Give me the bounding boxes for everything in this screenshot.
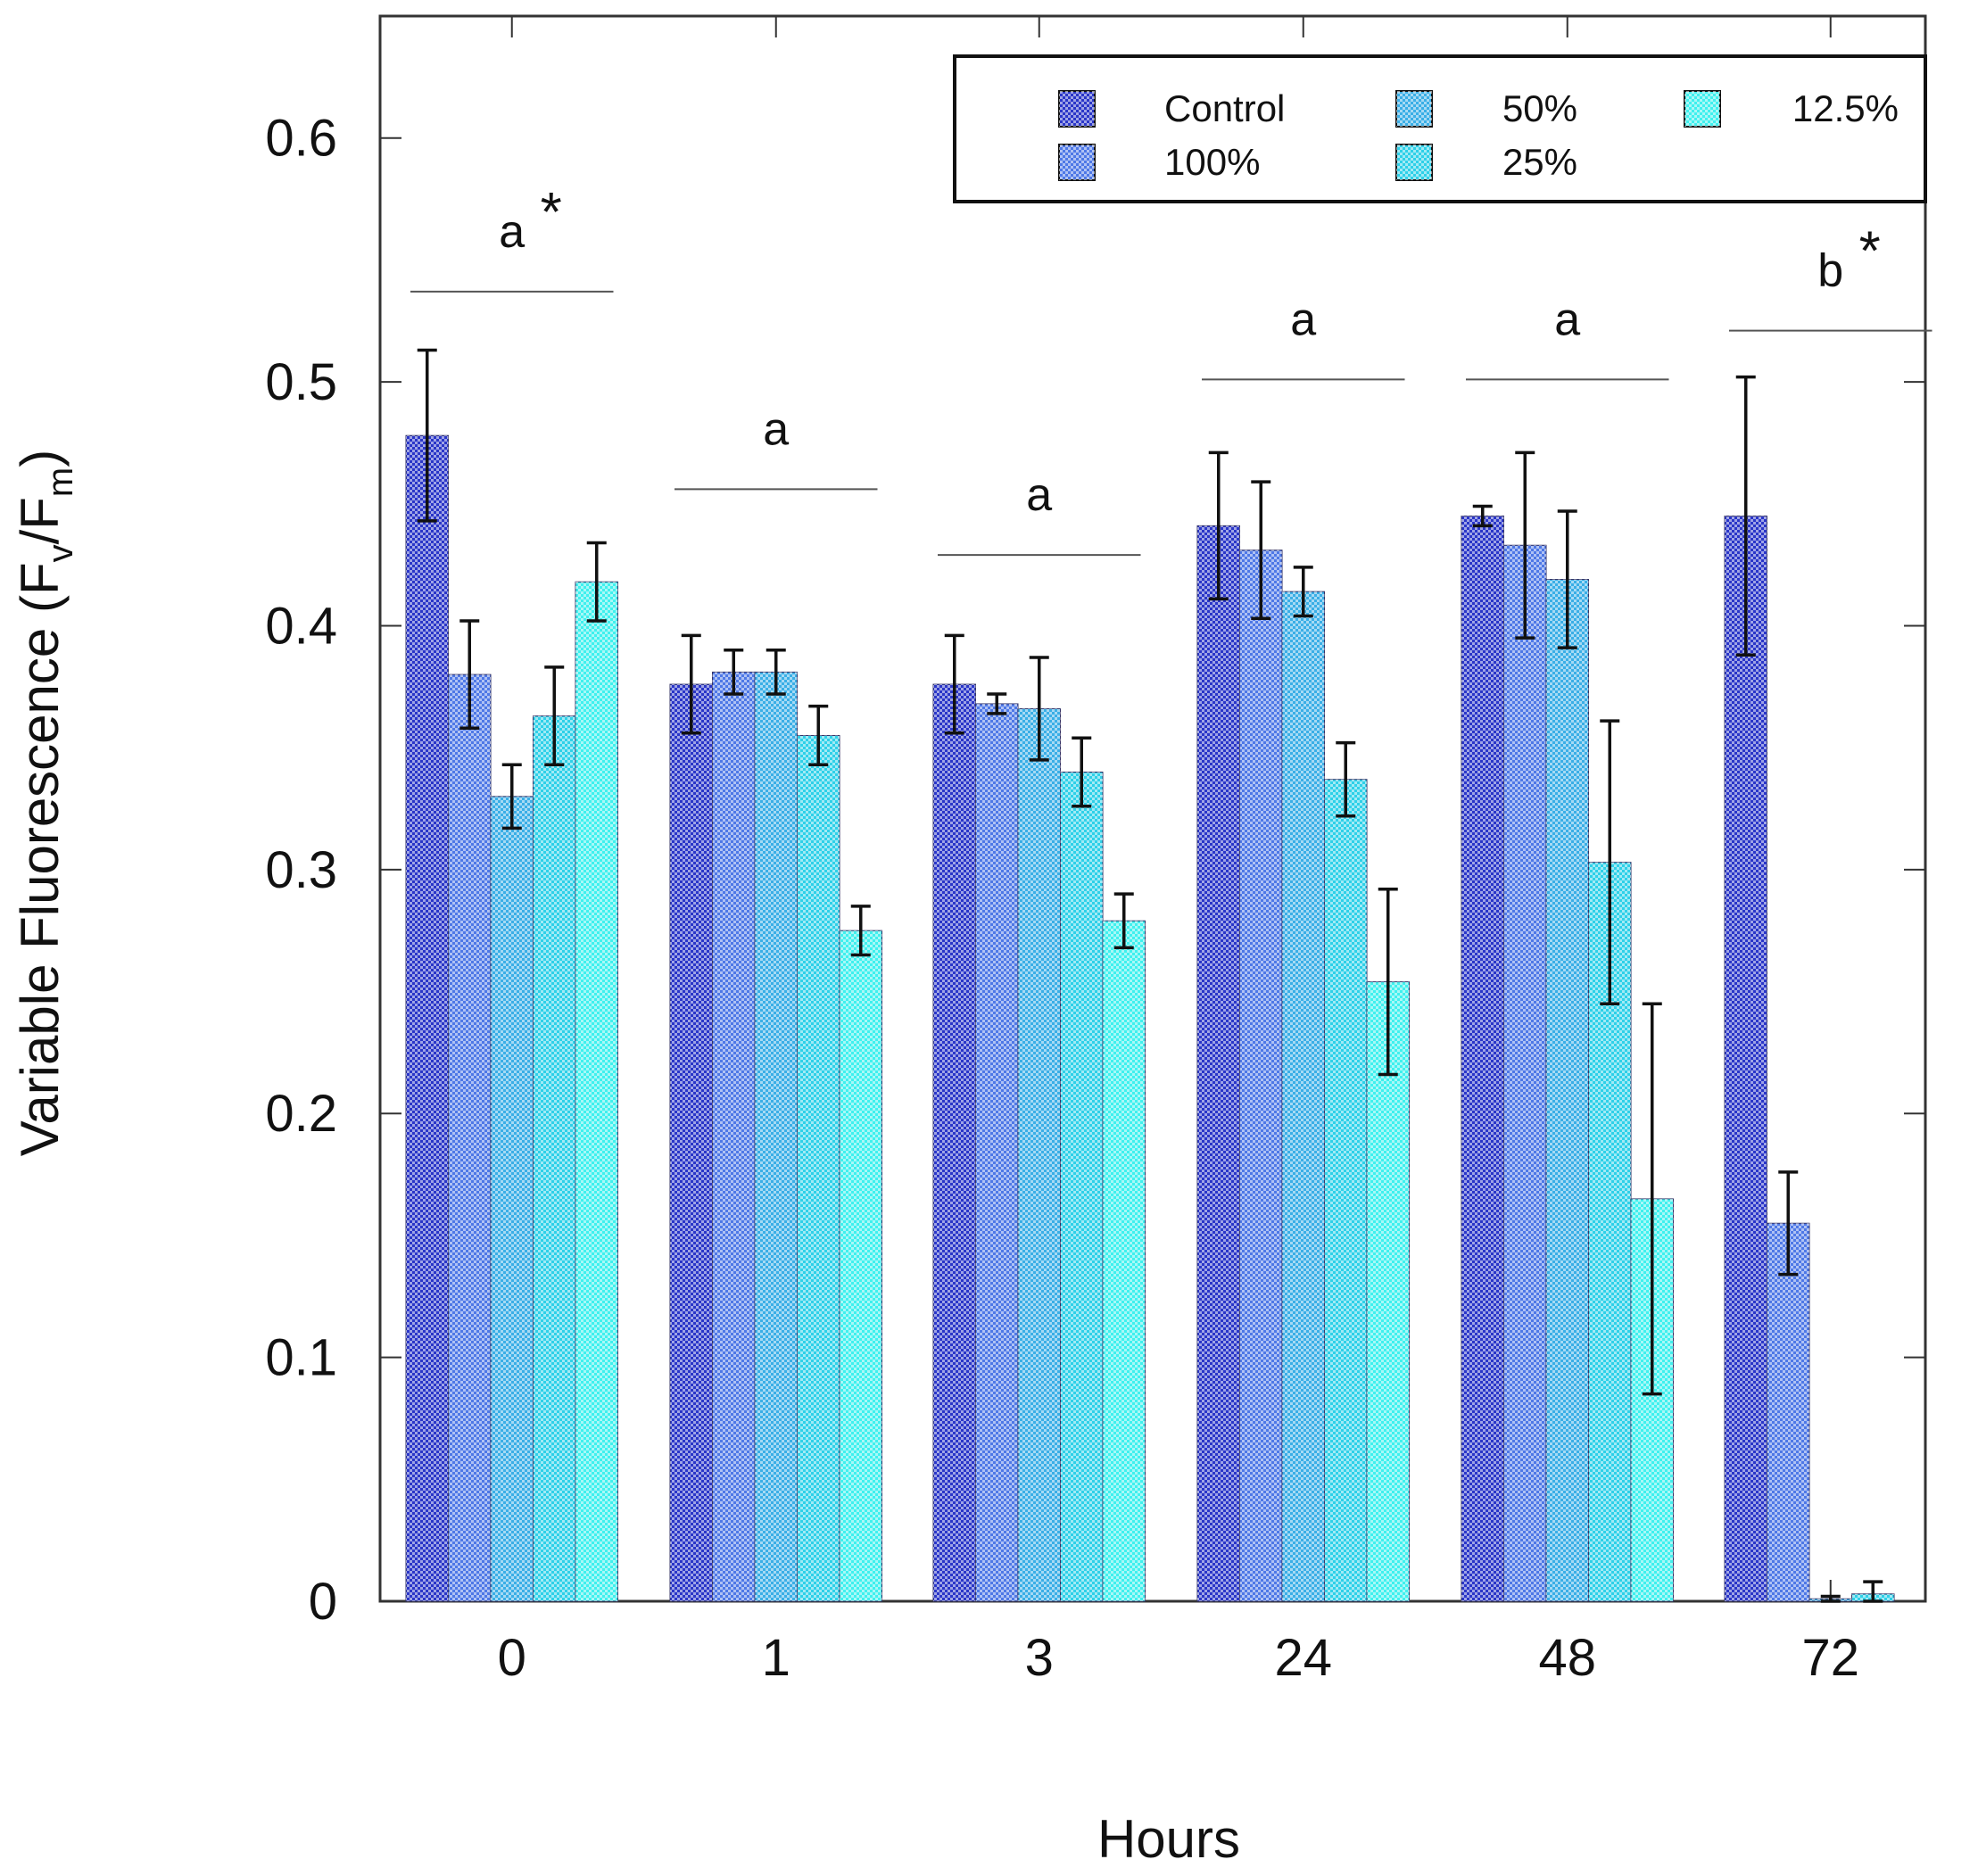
x-tick-label: 48 <box>1538 1629 1596 1687</box>
bar-texture <box>933 684 976 1601</box>
significance-letter: a <box>1290 293 1316 345</box>
x-tick-label: 0 <box>498 1629 526 1687</box>
y-axis-title-end: ) <box>10 450 70 467</box>
y-axis-title: Variable Fluorescence (Fv/Fm) <box>10 450 80 1156</box>
legend-swatch-texture <box>1396 91 1432 127</box>
x-tick-label: 3 <box>1025 1629 1054 1687</box>
bar-texture <box>1103 921 1146 1601</box>
bar-texture <box>1546 579 1589 1601</box>
plot-area: a * a a a a b * <box>378 14 1932 1603</box>
legend-label: Control <box>1164 87 1285 129</box>
bar-texture <box>1197 525 1240 1602</box>
bar-texture <box>533 715 575 1601</box>
legend-label: 100% <box>1164 141 1260 183</box>
bar-texture <box>1767 1223 1809 1601</box>
bar-texture <box>1367 981 1410 1601</box>
bar-texture <box>1461 516 1504 1601</box>
bar-texture <box>1503 545 1546 1601</box>
bar-texture <box>797 735 840 1601</box>
y-tick-label: 0.2 <box>265 1085 337 1143</box>
legend: Control 100% 50% 25% 12.5% <box>953 54 1927 203</box>
y-axis-title-sub-m: m <box>41 467 80 497</box>
legend-box <box>953 54 1927 203</box>
bar-texture <box>840 930 882 1601</box>
bar-texture <box>1239 550 1282 1601</box>
bar-texture <box>1324 779 1367 1601</box>
x-tick-label: 72 <box>1801 1629 1859 1687</box>
legend-items: Control 100% 50% 25% 12.5% <box>1058 87 1899 183</box>
legend-swatch-texture <box>1059 91 1095 127</box>
y-tick-labels: 0 0.1 0.2 0.3 0.4 0.5 0.6 <box>265 110 337 1631</box>
bar-texture <box>975 703 1018 1601</box>
bars <box>405 434 1895 1602</box>
y-tick-label: 0.4 <box>265 597 337 655</box>
significance-letter: a <box>499 206 525 258</box>
significance-annotations: a * a a a a b * <box>410 182 1932 557</box>
y-axis-title-mid: /F <box>10 497 70 544</box>
bar-texture <box>1282 591 1325 1601</box>
significance-letter: a <box>1554 293 1580 345</box>
legend-swatch-texture <box>1396 145 1432 180</box>
significance-letter: b <box>1817 245 1843 297</box>
y-axis-title-main: Variable Fluorescence (F <box>10 562 70 1156</box>
bar-texture <box>406 435 449 1601</box>
bar-texture <box>448 674 491 1602</box>
x-axis-title: Hours <box>1097 1809 1240 1869</box>
legend-label: 12.5% <box>1792 87 1899 129</box>
error-bars <box>417 348 1883 1603</box>
y-tick-label: 0.1 <box>265 1329 337 1387</box>
bar-texture <box>755 672 798 1602</box>
significance-letter: a <box>1026 469 1052 521</box>
bar-texture <box>1725 516 1767 1601</box>
legend-label: 25% <box>1502 141 1577 183</box>
x-tick-label: 24 <box>1274 1629 1332 1687</box>
y-tick-label: 0.5 <box>265 353 337 411</box>
bar-texture <box>491 796 534 1601</box>
significance-star: * <box>541 182 562 244</box>
significance-letter: a <box>763 403 789 455</box>
significance-star: * <box>1859 221 1881 283</box>
legend-swatch-texture <box>1059 145 1095 180</box>
bar-texture <box>712 672 755 1602</box>
legend-swatch-texture <box>1684 91 1720 127</box>
legend-label: 50% <box>1502 87 1577 129</box>
y-tick-label: 0 <box>309 1573 337 1631</box>
bar-texture <box>575 582 618 1601</box>
plot-frame <box>378 14 1927 1603</box>
y-tick-label: 0.6 <box>265 110 337 168</box>
bar-texture <box>670 684 713 1601</box>
y-axis-title-sub-v: v <box>41 544 80 562</box>
x-tick-labels: 0 1 3 24 48 72 <box>498 1629 1859 1687</box>
bar-texture <box>1060 772 1103 1601</box>
y-tick-label: 0.3 <box>265 841 337 899</box>
x-tick-label: 1 <box>762 1629 790 1687</box>
bar-texture <box>1018 708 1061 1601</box>
